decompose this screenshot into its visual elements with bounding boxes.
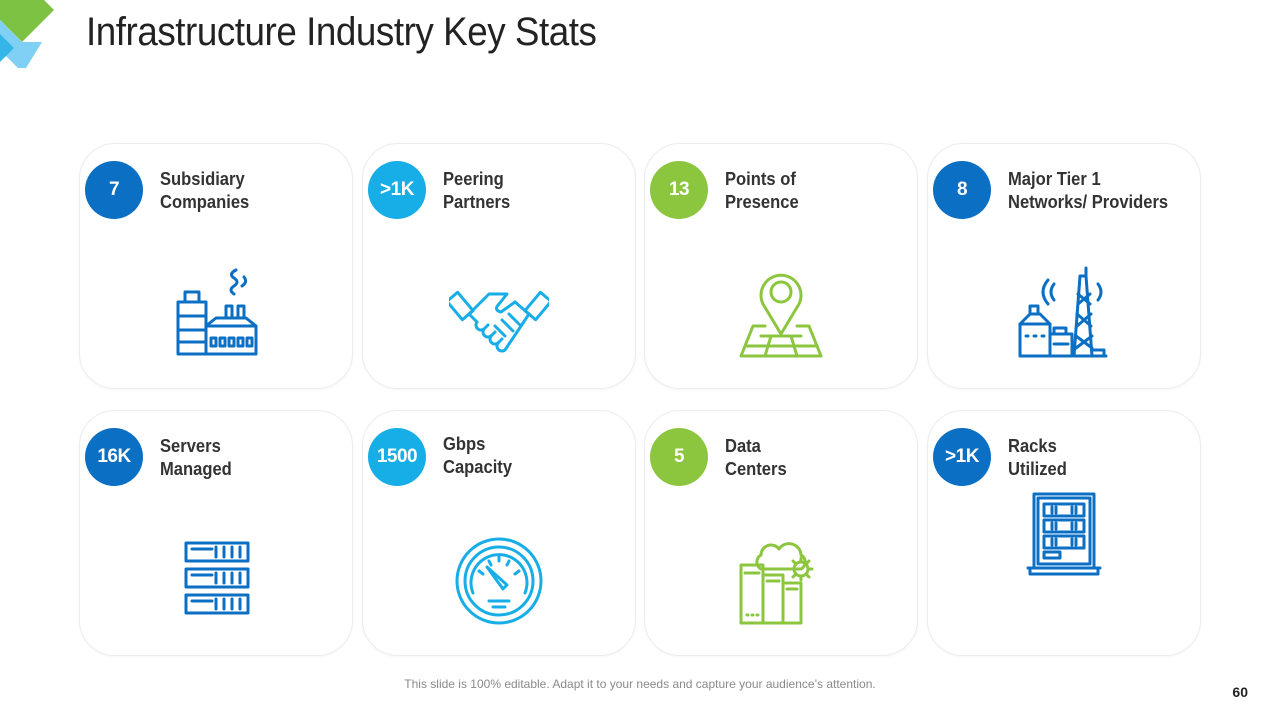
stat-card-points-of-presence: 13 Points of Presence xyxy=(644,143,918,389)
stat-label-line: Utilized xyxy=(1008,459,1067,479)
map-pin-icon xyxy=(739,273,823,358)
stat-value-badge: >1K xyxy=(368,161,426,219)
stat-value-badge: 1500 xyxy=(368,428,426,486)
stat-label-line: Networks/ Providers xyxy=(1008,192,1169,212)
stat-card-subsidiary-companies: 7 Subsidiary Companies xyxy=(79,143,353,389)
stat-value-badge: 16K xyxy=(85,428,143,486)
footer-note: This slide is 100% editable. Adapt it to… xyxy=(404,677,876,691)
rack-icon xyxy=(1026,492,1102,576)
stat-label: Points of Presence xyxy=(725,168,891,214)
stat-card-data-centers: 5 Data Centers xyxy=(644,410,918,656)
stat-label-line: Peering xyxy=(443,169,504,189)
stat-card-peering-partners: >1K Peering Partners xyxy=(362,143,636,389)
stat-label: Gbps Capacity xyxy=(443,433,609,479)
stat-label-line: Data xyxy=(725,436,761,456)
stat-label: Racks Utilized xyxy=(1008,435,1174,481)
factory-icon xyxy=(176,268,258,356)
stat-label-line: Gbps xyxy=(443,434,486,454)
stat-label-line: Racks xyxy=(1008,436,1057,456)
stat-card-tier1-networks: 8 Major Tier 1 Networks/ Providers xyxy=(927,143,1201,389)
stat-label: Subsidiary Companies xyxy=(160,168,326,214)
stat-value-badge: >1K xyxy=(933,428,991,486)
server-stack-icon xyxy=(184,541,250,615)
stat-label: Major Tier 1 Networks/ Providers xyxy=(1008,168,1174,214)
page-number: 60 xyxy=(1232,684,1248,700)
handshake-icon xyxy=(449,290,549,353)
stat-label-line: Centers xyxy=(725,459,787,479)
stat-label: Peering Partners xyxy=(443,168,609,214)
stat-card-gbps-capacity: 1500 Gbps Capacity xyxy=(362,410,636,656)
tower-icon xyxy=(1018,266,1108,358)
stat-label-line: Subsidiary xyxy=(160,169,245,189)
stat-label-line: Points of xyxy=(725,169,796,189)
stat-label-line: Managed xyxy=(160,459,232,479)
page-title: Infrastructure Industry Key Stats xyxy=(86,10,597,54)
stat-label-line: Partners xyxy=(443,192,511,212)
stat-label: Data Centers xyxy=(725,435,891,481)
stat-label-line: Presence xyxy=(725,192,799,212)
stat-card-racks-utilized: >1K Racks Utilized xyxy=(927,410,1201,656)
stat-value-badge: 13 xyxy=(650,161,708,219)
corner-logo xyxy=(0,0,54,68)
stat-label-line: Servers xyxy=(160,436,221,456)
speedometer-icon xyxy=(455,537,543,625)
stat-value-badge: 5 xyxy=(650,428,708,486)
stat-card-servers-managed: 16K Servers Managed xyxy=(79,410,353,656)
data-center-icon xyxy=(739,542,814,625)
stat-value-badge: 7 xyxy=(85,161,143,219)
stat-label-line: Companies xyxy=(160,192,250,212)
stat-label-line: Major Tier 1 xyxy=(1008,169,1101,189)
stat-value-badge: 8 xyxy=(933,161,991,219)
stat-label: Servers Managed xyxy=(160,435,326,481)
stat-label-line: Capacity xyxy=(443,457,513,477)
